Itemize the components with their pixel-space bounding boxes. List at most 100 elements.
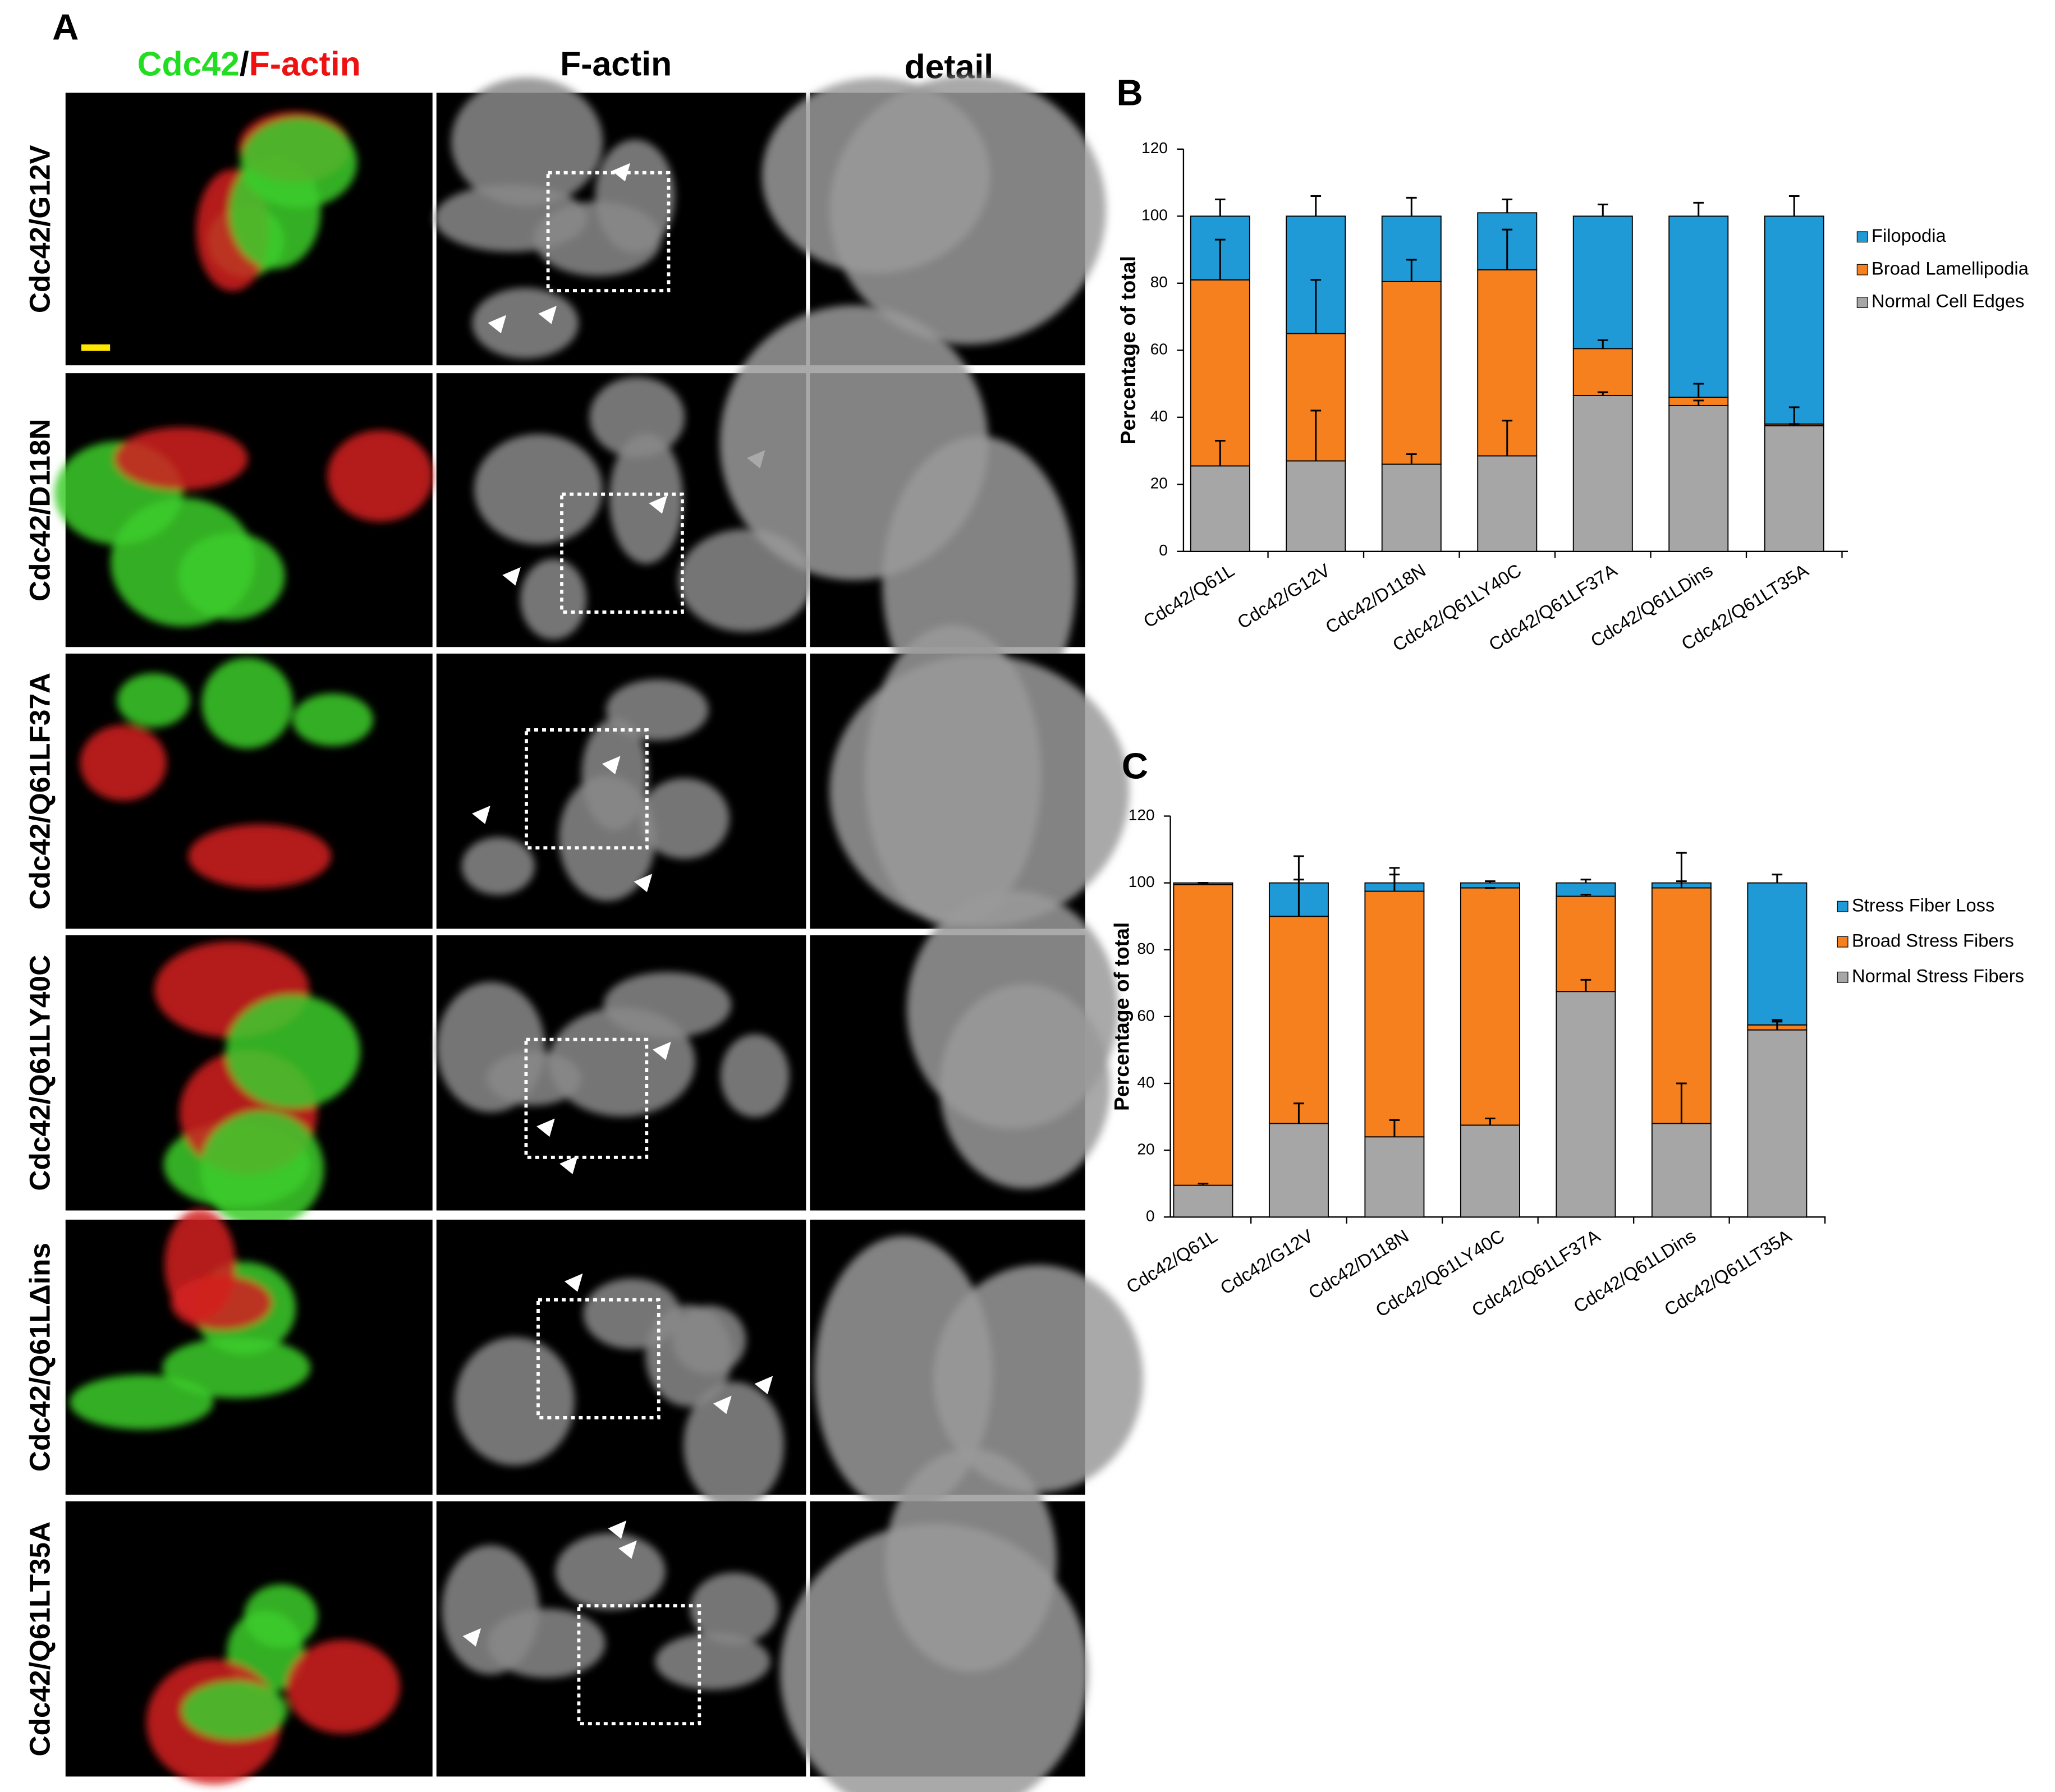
error-bar [1693,383,1704,397]
error-bar [1198,1183,1209,1186]
cell [520,559,587,640]
column-header: Cdc42/F-actin [137,45,361,83]
error-bar [1580,893,1591,897]
cell [327,430,433,522]
y-tick-label: 120 [1141,139,1168,157]
cell [595,139,675,253]
cell [558,775,655,901]
cell [111,498,255,627]
cell [690,1572,778,1644]
error-bar [1214,198,1226,217]
bar-segment [1268,1123,1329,1218]
cells [80,658,373,888]
cell [762,77,990,273]
cell [603,972,732,1038]
bar-segment [1764,215,1824,425]
cells [814,1235,1144,1513]
cells [474,376,813,640]
cells [442,1533,778,1690]
bar-segment [1572,395,1633,552]
cell [474,434,603,545]
arrowhead [618,1540,637,1559]
column-header: F-actin [560,45,672,83]
legend-swatch [1856,264,1868,275]
y-tick-label: 0 [1159,541,1168,559]
error-bar [1406,453,1417,465]
y-axis-label: Percentage of total [1116,256,1140,444]
bar-segment [1747,882,1808,1026]
error-bar [1293,1102,1304,1124]
cell [114,427,248,490]
error-bar [1389,867,1400,883]
panel-label: B [1117,72,1143,113]
y-tick-label: 100 [1129,873,1155,890]
y-tick-label: 40 [1137,1073,1154,1091]
error-bar [1580,978,1591,992]
row-label: Cdc42/Q61LY40C [23,955,56,1191]
x-tick-label: Cdc42/G12V [1233,559,1333,633]
arrowhead [488,315,507,334]
bar-segment [1556,991,1616,1218]
cells [455,1278,785,1509]
bar-segment [1364,890,1425,1138]
legend-swatch [1837,936,1848,948]
arrowhead [538,305,557,324]
bar-segment [1477,269,1538,457]
bar-segment [1651,1123,1712,1218]
cell [70,1375,214,1430]
cell [162,1337,311,1398]
cells [906,890,1118,1189]
cell [829,655,1130,927]
cell [472,288,579,359]
arrowhead [502,567,521,586]
error-bar [1485,1117,1496,1125]
y-tick-label: 100 [1141,206,1168,224]
cell [117,673,190,728]
arrowhead [612,163,631,182]
cell [720,1034,790,1118]
x-tick-label: Cdc42/Q61L [1122,1225,1221,1298]
header-part: Cdc42 [137,45,240,83]
error-bar [1310,195,1322,217]
row-label: Cdc42/D118N [23,419,56,601]
arrowhead [564,1273,583,1292]
legend-swatch [1856,231,1868,243]
cell [292,693,373,746]
cell [589,376,685,458]
error-bar [1788,195,1800,217]
bar-segment [1460,1124,1520,1218]
error-bar [1772,1021,1783,1025]
cell [487,1051,581,1106]
y-tick-label: 80 [1150,273,1168,291]
bar-segment [1190,465,1250,552]
cell [487,1609,606,1678]
arrowhead [754,1376,773,1395]
cell [780,1523,1089,1792]
arrowhead [608,1520,627,1539]
cells [829,625,1130,927]
legend-swatch [1856,297,1868,308]
bar-segment [1668,405,1729,552]
detail-box [536,1298,660,1419]
y-tick-label: 80 [1137,940,1154,957]
cells [70,1209,311,1430]
arrowhead [536,1118,555,1137]
error-bar [1580,879,1591,883]
bar-segment [1460,887,1520,1126]
cells [437,972,790,1118]
error-bar [1389,1119,1400,1137]
error-bar [1597,339,1608,349]
cells [762,75,1107,345]
header-part: F-actin [249,45,361,83]
cells [780,1448,1089,1792]
cells [54,427,433,627]
error-bar [1676,852,1687,883]
error-bar [1406,196,1417,217]
row-label: Cdc42/Q61LΔins [23,1243,56,1472]
y-tick-label: 20 [1137,1140,1154,1157]
cell [201,658,293,749]
cells [196,111,357,291]
bar-segment [1477,455,1538,552]
